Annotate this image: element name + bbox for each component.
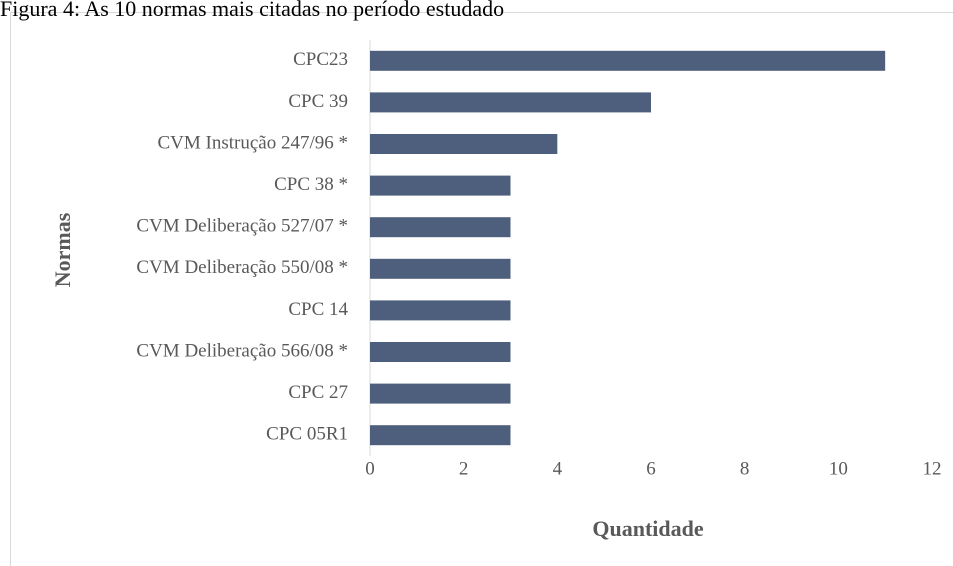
y-tick-label: CVM Deliberação 566/08 * — [136, 340, 348, 361]
chart-title: Figura 4: As 10 normas mais citadas no p… — [0, 0, 504, 21]
y-tick-label: CPC 27 — [288, 382, 348, 403]
bar — [370, 50, 886, 71]
bar — [370, 175, 511, 196]
bar — [370, 92, 651, 113]
x-tick-label: 0 — [365, 458, 375, 479]
x-tick-label: 2 — [459, 458, 469, 479]
bar — [370, 383, 511, 404]
bar — [370, 258, 511, 279]
x-tick-label: 12 — [923, 458, 942, 479]
x-tick-label: 4 — [553, 458, 563, 479]
x-tick-label: 10 — [829, 458, 848, 479]
x-tick-label: 6 — [646, 458, 656, 479]
y-tick-label: CVM Deliberação 527/07 * — [136, 216, 348, 237]
bar — [370, 300, 511, 321]
y-tick-label: CPC 14 — [288, 299, 348, 320]
y-tick-label: CPC 05R1 — [266, 424, 348, 445]
y-tick-label: CVM Instrução 247/96 * — [157, 132, 348, 153]
y-tick-label: CPC 38 * — [274, 174, 348, 195]
y-tick-label: CVM Deliberação 550/08 * — [136, 257, 348, 278]
y-tick-label: CPC23 — [293, 49, 348, 70]
bar — [370, 217, 511, 238]
x-axis-label: Quantidade — [592, 516, 703, 541]
y-axis-label: Normas — [50, 212, 75, 287]
x-tick-label: 8 — [740, 458, 750, 479]
bar — [370, 342, 511, 362]
y-tick-label: CPC 39 — [288, 91, 348, 112]
bar — [370, 425, 511, 446]
chart-border — [10, 12, 953, 566]
bar — [370, 134, 558, 154]
